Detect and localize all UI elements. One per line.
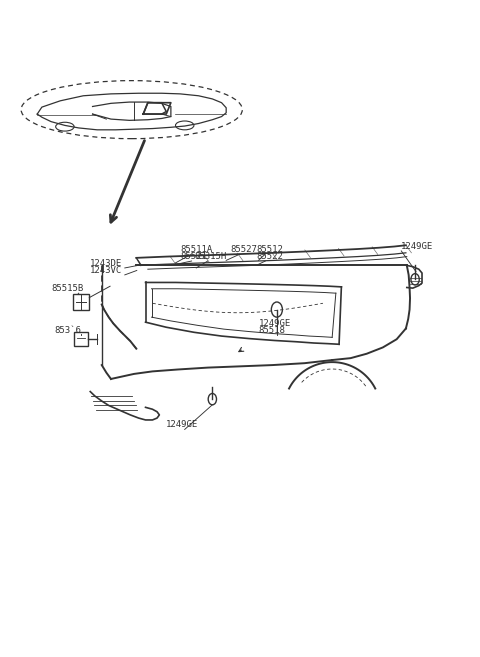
Text: 85518: 85518: [258, 327, 285, 336]
Text: 1249GE: 1249GE: [166, 420, 199, 430]
Text: 1249GE: 1249GE: [401, 242, 433, 251]
Text: 85522: 85522: [256, 252, 283, 261]
Text: 1243VC: 1243VC: [90, 266, 122, 275]
Text: 1249GE: 1249GE: [258, 319, 291, 328]
Text: 85512: 85512: [256, 245, 283, 254]
Text: 1243DE: 1243DE: [90, 259, 122, 268]
Text: 85511A: 85511A: [180, 245, 212, 254]
Text: 85515B: 85515B: [51, 284, 84, 293]
Text: 85315H: 85315H: [194, 252, 226, 261]
Text: 85521: 85521: [180, 252, 207, 261]
Text: 853`6: 853`6: [54, 326, 81, 335]
Text: 85527: 85527: [231, 245, 258, 254]
